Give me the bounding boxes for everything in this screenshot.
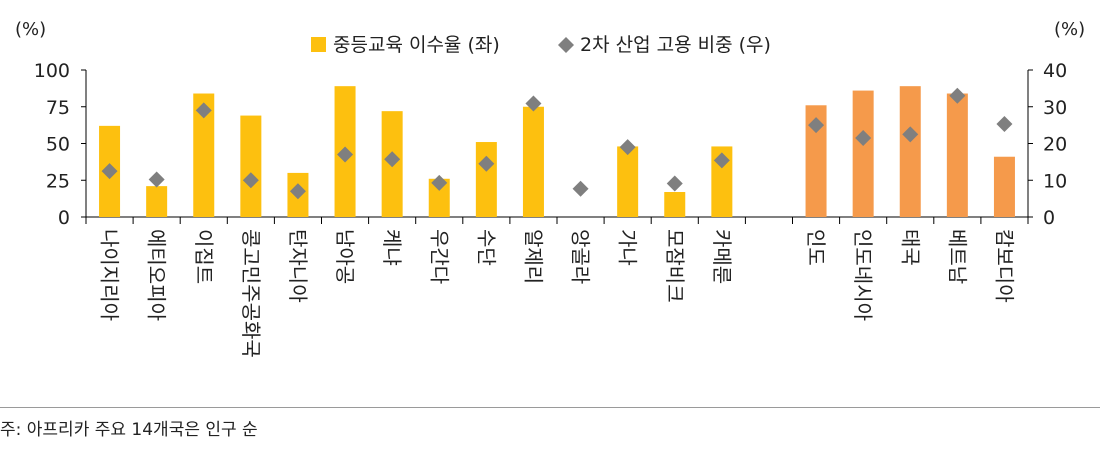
bar (664, 192, 686, 217)
x-tick-label: 이집트 (192, 229, 216, 284)
data-marker (902, 126, 919, 143)
data-marker (619, 139, 636, 156)
bar (711, 146, 733, 217)
right-tick-label: 0 (1043, 207, 1055, 229)
data-marker (808, 117, 825, 134)
right-tick-label: 30 (1043, 97, 1067, 119)
right-tick-label: 20 (1043, 134, 1067, 156)
x-tick-label: 우간다 (427, 229, 451, 284)
bar (428, 178, 450, 217)
right-axis-unit: (%) (1054, 19, 1085, 40)
bar (899, 86, 921, 217)
legend-bar-label: 중등교육 이수율 (좌) (333, 34, 500, 56)
data-marker (478, 155, 495, 172)
data-marker (855, 129, 872, 146)
data-marker (666, 175, 683, 192)
bar (852, 90, 874, 217)
legend: 중등교육 이수율 (좌) 2차 산업 고용 비중 (우) (311, 34, 771, 56)
x-tick-label: 남아공 (333, 229, 357, 284)
left-tick-label: 50 (46, 134, 70, 156)
data-marker (148, 171, 165, 188)
data-marker (713, 152, 730, 169)
x-tick-label: 나이지리아 (98, 229, 122, 321)
left-tick-label: 100 (34, 60, 70, 82)
data-marker (289, 183, 306, 200)
x-tick-label: 케냐 (380, 229, 404, 266)
data-marker (384, 151, 401, 168)
bar (475, 142, 497, 217)
footnote-separator (0, 407, 1100, 408)
left-tick-label: 0 (58, 207, 70, 229)
bar-series (99, 86, 1015, 217)
x-tick-label: 카메룬 (710, 229, 734, 284)
bar (146, 186, 168, 217)
x-tick-label: 베트남 (945, 229, 969, 284)
left-tick-label: 75 (46, 97, 70, 119)
x-tick-label: 가나 (616, 229, 640, 266)
legend-marker-swatch (558, 37, 574, 53)
data-marker (949, 87, 966, 104)
bar (993, 156, 1015, 217)
data-marker (242, 172, 259, 189)
x-tick-label: 태국 (898, 229, 922, 266)
data-marker (101, 163, 118, 180)
data-marker (996, 116, 1013, 133)
x-tick-label: 알제리 (521, 229, 545, 284)
left-axis-unit: (%) (15, 19, 46, 40)
bar (522, 106, 544, 217)
bar (617, 146, 639, 217)
x-tick-label: 콩고민주공화국 (239, 229, 263, 358)
bar (946, 93, 968, 217)
data-marker (337, 146, 354, 163)
x-axis-labels: 나이지리아 에티오피아 이집트 콩고민주공화국 탄자니아 남아공 케냐 우간다 수단 알제리 앙골라… (98, 229, 1017, 358)
x-tick-label: 캄보디아 (992, 229, 1016, 303)
left-tick-label: 25 (46, 170, 70, 192)
x-tick-label: 모잠비크 (663, 229, 687, 303)
bar (193, 93, 215, 217)
chart: (%) (%) 중등교육 이수율 (좌) 2차 산업 고용 비중 (우) 0 25… (15, 19, 1085, 358)
bar (240, 115, 262, 217)
data-marker (525, 95, 542, 112)
bar (805, 105, 827, 217)
right-tick-label: 10 (1043, 170, 1067, 192)
right-tick-label: 40 (1043, 60, 1067, 82)
marker-series (101, 87, 1013, 200)
data-marker (195, 102, 212, 119)
x-tick-label: 인도네시아 (851, 229, 875, 321)
x-tick-label: 인도 (804, 229, 828, 266)
x-tick-label: 에티오피아 (145, 229, 169, 321)
data-marker (572, 180, 589, 197)
x-tick-label: 수단 (474, 229, 498, 266)
x-tick-label: 탄자니아 (286, 229, 310, 303)
x-tick-label: 앙골라 (569, 229, 593, 284)
data-marker (431, 174, 448, 191)
legend-marker-label: 2차 산업 고용 비중 (우) (580, 34, 771, 56)
footnote: 주: 아프리카 주요 14개국은 인구 순 (0, 420, 258, 440)
legend-bar-swatch (311, 37, 326, 52)
